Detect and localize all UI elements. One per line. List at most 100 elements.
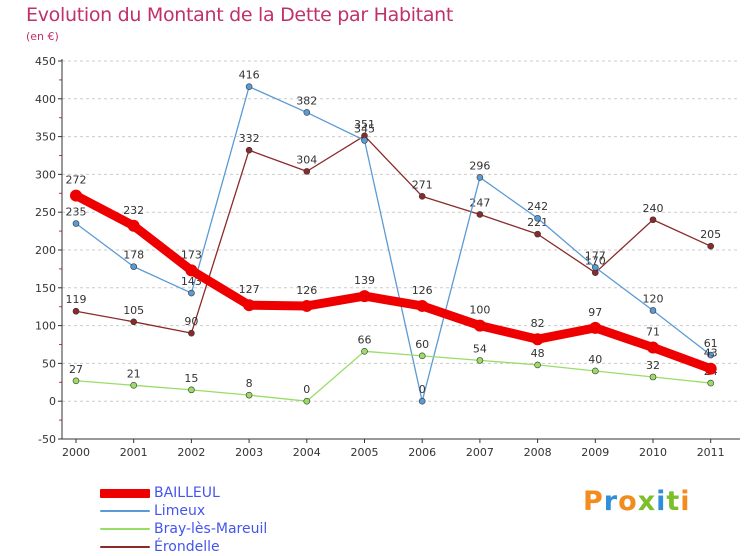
data-point-erondelle (418, 193, 426, 200)
data-point-limeux (534, 214, 541, 222)
y-tick-label: -50 (38, 433, 56, 446)
legend-label-bray: Bray-lès-Mareuil (154, 521, 268, 537)
logo-letter: P (583, 486, 604, 517)
data-label-erondelle: 351 (354, 118, 375, 131)
data-label-limeux: 345 (354, 122, 375, 135)
data-point-bailleul (358, 290, 371, 303)
y-tick-label: 300 (35, 168, 56, 181)
y-tick-label: 450 (35, 55, 56, 68)
series-line-limeux (75, 86, 712, 402)
data-point-limeux (476, 174, 484, 181)
data-point-erondelle (303, 168, 311, 175)
data-point-erondelle (245, 146, 253, 154)
data-point-bray-les-mareuil (418, 352, 426, 360)
data-point-erondelle (534, 230, 541, 238)
data-label-erondelle: 332 (239, 132, 260, 145)
x-tick-label: 2005 (351, 446, 379, 459)
data-point-erondelle (188, 329, 195, 337)
data-label-limeux: 235 (66, 206, 87, 219)
data-point-bailleul (473, 319, 486, 332)
data-point-erondelle (649, 216, 657, 224)
data-point-limeux (591, 264, 599, 271)
y-tick-label: 50 (42, 357, 56, 370)
legend-swatch-erondelle (100, 546, 150, 548)
data-label-erondelle: 105 (123, 304, 144, 317)
legend-item-bailleul: BAILLEUL (100, 484, 267, 502)
data-point-bailleul (704, 362, 717, 375)
data-point-bray-les-mareuil (130, 382, 137, 389)
data-point-bray-les-mareuil (245, 391, 253, 399)
legend-item-bray: Bray-lès-Mareuil (100, 520, 267, 538)
legend-item-erondelle: Érondelle (100, 538, 267, 556)
data-label-bray-les-mareuil: 8 (246, 377, 253, 390)
data-label-bailleul: 139 (354, 274, 375, 287)
data-point-bailleul (589, 321, 602, 334)
data-label-bailleul: 232 (123, 204, 144, 217)
data-label-bailleul: 82 (531, 317, 545, 330)
series-line-erondelle (75, 135, 712, 334)
legend-label-limeux: Limeux (154, 503, 206, 519)
logo-letter: x (637, 486, 657, 517)
data-label-bailleul: 127 (239, 283, 260, 296)
legend: BAILLEUL Limeux Bray-lès-Mareuil Érondel… (100, 484, 267, 556)
x-tick-label: 2002 (177, 446, 205, 459)
data-label-erondelle: 119 (66, 293, 87, 306)
data-label-limeux: 296 (469, 159, 490, 172)
data-label-limeux: 242 (527, 200, 548, 213)
data-label-bray-les-mareuil: 66 (358, 333, 372, 346)
data-label-erondelle: 90 (184, 315, 198, 328)
data-label-bailleul: 100 (469, 304, 490, 317)
x-tick-label: 2007 (466, 446, 494, 459)
data-label-bailleul: 126 (296, 284, 317, 297)
series-line-bailleul (71, 191, 716, 374)
chart-title: Evolution du Montant de la Dette par Hab… (26, 4, 454, 26)
data-label-limeux: 177 (585, 249, 606, 262)
data-label-bray-les-mareuil: 32 (646, 359, 660, 372)
data-point-bailleul (185, 264, 198, 277)
data-label-limeux: 382 (296, 94, 317, 107)
data-point-erondelle (130, 318, 137, 326)
data-label-bray-les-mareuil: 48 (531, 347, 545, 360)
logo-letter: r (603, 486, 619, 517)
data-label-bailleul: 173 (181, 248, 202, 261)
y-tick-label: 200 (35, 244, 56, 257)
data-point-limeux (418, 397, 426, 405)
legend-item-limeux: Limeux (100, 502, 267, 520)
data-point-bray-les-mareuil (649, 373, 657, 381)
data-label-bray-les-mareuil: 15 (184, 372, 198, 385)
data-label-bailleul: 126 (412, 284, 433, 297)
data-point-limeux (72, 220, 80, 227)
data-point-limeux (707, 351, 715, 359)
x-tick-label: 2006 (408, 446, 436, 459)
data-label-bray-les-mareuil: 54 (473, 342, 487, 355)
y-tick-label: 0 (49, 395, 56, 408)
data-label-erondelle: 271 (412, 178, 433, 191)
data-point-limeux (130, 263, 137, 270)
y-tick-label: 400 (35, 93, 56, 106)
proxiti-logo: Proxiti (583, 486, 691, 517)
x-tick-label: 2010 (639, 446, 667, 459)
logo-letter: o (618, 486, 638, 517)
data-point-bailleul (70, 189, 82, 202)
logo-letter: i (680, 486, 691, 517)
data-point-bailleul (243, 299, 256, 312)
data-label-bray-les-mareuil: 40 (588, 353, 602, 366)
y-tick-label: 250 (35, 206, 56, 219)
data-point-erondelle (707, 242, 715, 250)
logo-letter: i (656, 486, 667, 517)
legend-label-erondelle: Érondelle (154, 539, 220, 555)
data-point-bray-les-mareuil (707, 379, 715, 387)
y-tick-label: 150 (35, 282, 56, 295)
series-line-bray-les-mareuil (75, 350, 712, 402)
data-label-bailleul: 272 (66, 174, 87, 187)
x-tick-label: 2003 (235, 446, 263, 459)
data-label-limeux: 61 (704, 337, 718, 350)
data-point-limeux (361, 137, 368, 144)
data-point-limeux (303, 109, 311, 116)
data-label-limeux: 0 (419, 383, 426, 396)
data-label-erondelle: 221 (527, 216, 548, 229)
data-point-bray-les-mareuil (534, 361, 541, 369)
data-label-limeux: 416 (239, 69, 260, 82)
data-point-bray-les-mareuil (361, 348, 368, 355)
